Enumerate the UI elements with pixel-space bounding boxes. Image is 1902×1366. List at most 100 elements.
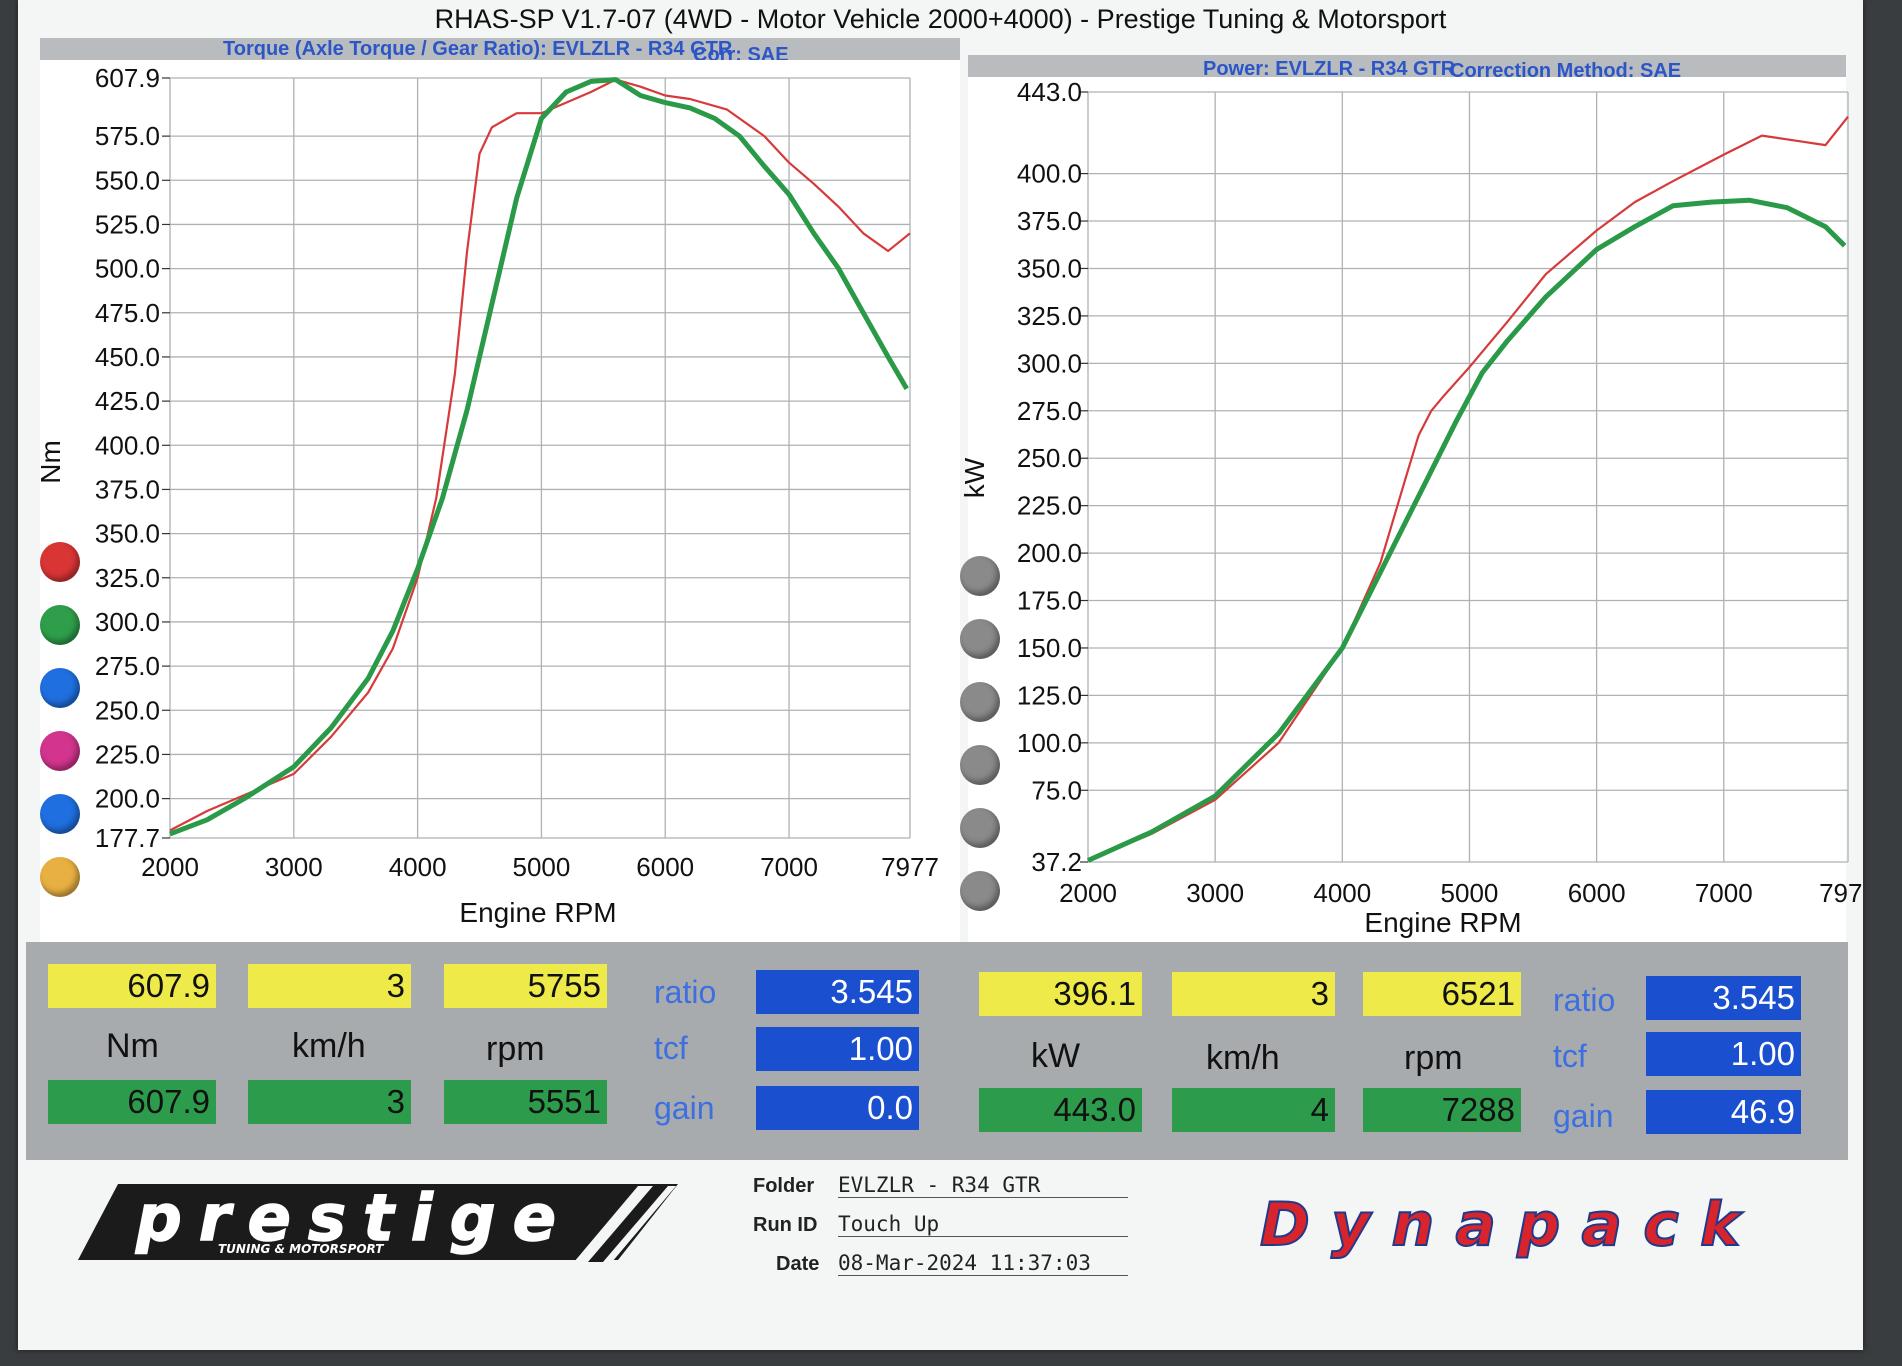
x-tick-label: 2000 — [1059, 878, 1117, 908]
run-color-swatch[interactable] — [40, 857, 80, 897]
power-header-bar — [968, 55, 1846, 77]
date-value: 08-Mar-2024 11:37:03 — [838, 1251, 1128, 1276]
logo-subtext: TUNING & MOTORSPORT — [218, 1242, 384, 1256]
green-run-line — [1086, 197, 1847, 863]
torque-speed-value: 3 — [248, 964, 411, 1008]
power-peak-value: 396.1 — [979, 972, 1142, 1016]
y-tick-label: 177.7 — [95, 823, 160, 853]
right-rpm-unit-label: rpm — [1404, 1039, 1463, 1077]
x-tick-label: 2000 — [141, 852, 199, 882]
red-run-line — [1087, 116, 1849, 862]
x-axis-label: Engine RPM — [1364, 907, 1521, 938]
runid-value: Touch Up — [838, 1212, 1128, 1237]
y-tick-label: 225.0 — [1017, 491, 1082, 521]
y-tick-label: 175.0 — [1017, 586, 1082, 616]
x-tick-label: 7000 — [760, 852, 818, 882]
x-tick-label: 7977 — [881, 852, 939, 882]
left-tcf-label: tcf — [654, 1030, 688, 1066]
right-ratio-value: 3.545 — [1646, 976, 1801, 1020]
y-tick-label: 250.0 — [95, 695, 160, 725]
dyno-charts: 2000 3000 4000 5000 6000 7000 7977 607.9 575.0 55… — [35, 63, 1863, 938]
x-tick-label: 3000 — [265, 852, 323, 882]
run-color-swatch[interactable] — [40, 605, 80, 645]
x-tick-label: 4000 — [1313, 878, 1371, 908]
x-tick-label: 4000 — [389, 852, 447, 882]
run-color-swatch[interactable] — [40, 542, 80, 582]
x-tick-label: 7977 — [1819, 878, 1863, 908]
right-tcf-label: tcf — [1553, 1038, 1587, 1074]
y-tick-label: 575.0 — [95, 121, 160, 151]
run-slot-swatch[interactable] — [960, 745, 1000, 785]
y-tick-label: 300.0 — [1017, 348, 1082, 378]
left-gain-label: gain — [654, 1090, 715, 1126]
torque-run2-rpm: 5551 — [444, 1080, 607, 1124]
y-tick-label: 250.0 — [1017, 443, 1082, 473]
left-speed-unit-label: km/h — [292, 1027, 366, 1065]
y-tick-label: 300.0 — [95, 607, 160, 637]
power-panel — [968, 77, 1846, 950]
run-color-swatch[interactable] — [40, 668, 80, 708]
run-slot-swatch[interactable] — [960, 808, 1000, 848]
power-speed-value: 3 — [1172, 972, 1335, 1016]
torque-peak-value: 607.9 — [48, 964, 216, 1008]
power-run2-speed: 4 — [1172, 1088, 1335, 1132]
power-run2-rpm: 7288 — [1363, 1088, 1521, 1132]
x-tick-label: 5000 — [1441, 878, 1499, 908]
power-run2-value: 443.0 — [979, 1088, 1142, 1132]
torque-panel — [40, 60, 960, 950]
page-title: RHAS-SP V1.7-07 (4WD - Motor Vehicle 200… — [434, 4, 1447, 34]
y-tick-label: 607.9 — [95, 63, 160, 93]
right-tcf-value: 1.00 — [1646, 1032, 1801, 1076]
y-tick-label: 325.0 — [95, 563, 160, 593]
y-tick-label: 275.0 — [1017, 396, 1082, 426]
x-tick-label: 7000 — [1695, 878, 1753, 908]
torque-rpm-value: 5755 — [444, 964, 607, 1008]
logo-text: prestige — [135, 1182, 556, 1256]
right-gain-label: gain — [1553, 1098, 1614, 1134]
x-tick-label: 3000 — [1186, 878, 1244, 908]
y-axis-label: Nm — [35, 440, 66, 484]
y-tick-label: 100.0 — [1017, 728, 1082, 758]
left-gain-value: 0.0 — [756, 1086, 919, 1130]
power-rpm-value: 6521 — [1363, 972, 1521, 1016]
y-tick-label: 350.0 — [1017, 253, 1082, 283]
y-tick-label: 275.0 — [95, 651, 160, 681]
y-tick-label: 225.0 — [95, 739, 160, 769]
torque-unit-label: Nm — [106, 1027, 159, 1065]
y-tick-label: 325.0 — [1017, 301, 1082, 331]
x-tick-label: 6000 — [1568, 878, 1626, 908]
torque-run2-speed: 3 — [248, 1080, 411, 1124]
y-tick-label: 475.0 — [95, 298, 160, 328]
y-tick-label: 200.0 — [95, 784, 160, 814]
y-tick-label: 350.0 — [95, 519, 160, 549]
left-ratio-label: ratio — [654, 974, 717, 1010]
y-tick-label: 400.0 — [95, 430, 160, 460]
x-axis-label: Engine RPM — [459, 897, 616, 928]
right-ratio-label: ratio — [1553, 982, 1616, 1018]
y-tick-label: 500.0 — [95, 254, 160, 284]
run-slot-swatch[interactable] — [960, 556, 1000, 596]
run-slot-swatch[interactable] — [960, 682, 1000, 722]
run-slot-swatch[interactable] — [960, 619, 1000, 659]
power-correction: Correction Method: SAE — [1450, 60, 1682, 82]
y-tick-label: 375.0 — [1017, 206, 1082, 236]
x-tick-label: 6000 — [636, 852, 694, 882]
run-color-swatch[interactable] — [40, 794, 80, 834]
run-slot-swatch[interactable] — [960, 871, 1000, 911]
dynapack-logo: Dynapack — [1259, 1189, 1744, 1261]
y-tick-label: 425.0 — [95, 386, 160, 416]
dyno-sheet: RHAS-SP V1.7-07 (4WD - Motor Vehicle 200… — [18, 0, 1863, 1350]
right-speed-unit-label: km/h — [1206, 1039, 1280, 1077]
y-tick-label: 125.0 — [1017, 680, 1082, 710]
run-color-swatch[interactable] — [40, 731, 80, 771]
runid-label: Run ID — [753, 1214, 818, 1236]
red-run-line — [169, 78, 911, 832]
right-gain-value: 46.9 — [1646, 1090, 1801, 1134]
y-tick-label: 443.0 — [1017, 77, 1082, 107]
date-label: Date — [776, 1253, 820, 1275]
left-tcf-value: 1.00 — [756, 1027, 919, 1071]
prestige-logo: prestige TUNING & MOTORSPORT — [78, 1181, 678, 1262]
dynapack-text: Dynapack — [1260, 1190, 1743, 1260]
y-tick-label: 200.0 — [1017, 538, 1082, 568]
left-rpm-unit-label: rpm — [486, 1030, 545, 1068]
